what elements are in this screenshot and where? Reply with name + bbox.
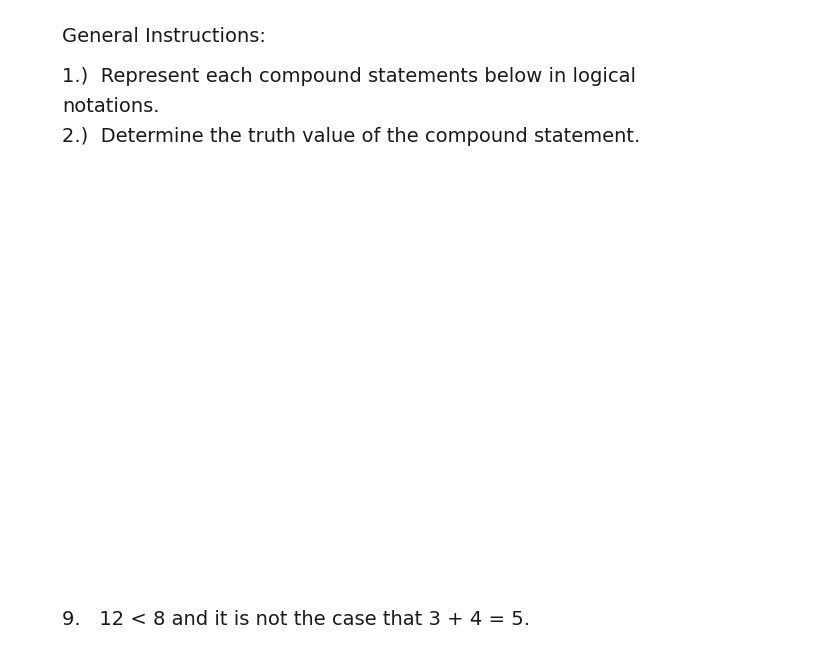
Text: notations.: notations. <box>62 97 160 116</box>
Text: 1.)  Represent each compound statements below in logical: 1.) Represent each compound statements b… <box>62 67 635 86</box>
Text: General Instructions:: General Instructions: <box>62 27 265 46</box>
Text: 9.   12 < 8 and it is not the case that 3 + 4 = 5.: 9. 12 < 8 and it is not the case that 3 … <box>62 610 529 628</box>
Text: 2.)  Determine the truth value of the compound statement.: 2.) Determine the truth value of the com… <box>62 127 639 146</box>
